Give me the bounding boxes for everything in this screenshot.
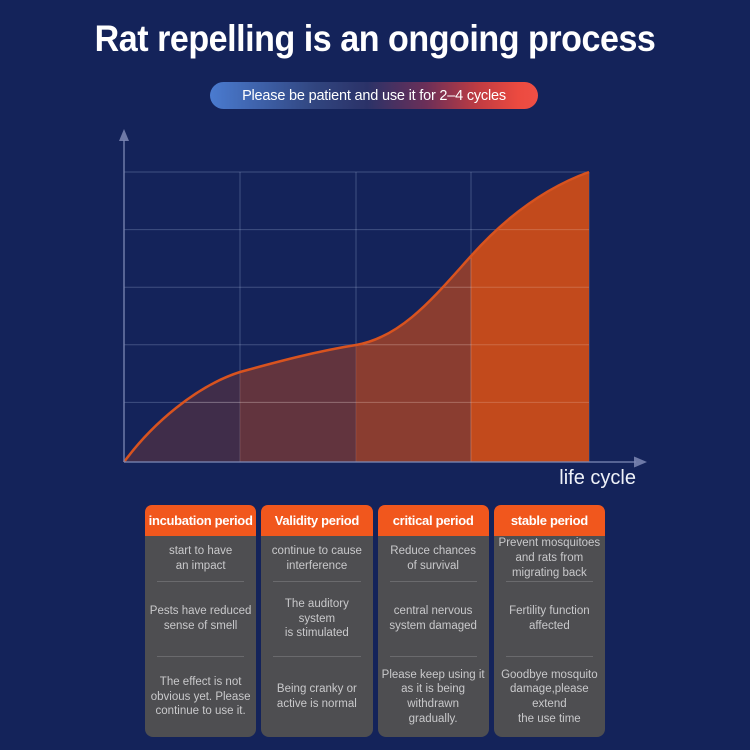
period-cell: continue to cause interference xyxy=(271,544,362,572)
cell-divider xyxy=(273,581,361,582)
period-cell: The auditory system is stimulated xyxy=(284,597,349,640)
period-cell: Fertility function affected xyxy=(509,605,590,632)
period-column-incubation: incubation period start to have an impac… xyxy=(145,505,257,737)
period-cell: Please keep using it as it is being with… xyxy=(381,668,485,725)
period-body: Prevent mosquitoes and rats from migrati… xyxy=(493,536,605,737)
period-column-stable: stable period Prevent mosquitoes and rat… xyxy=(493,505,605,737)
cell-divider xyxy=(389,581,477,582)
period-cell: Goodbye mosquito damage,please extend th… xyxy=(501,668,598,725)
x-axis-label: life cycle xyxy=(559,467,636,489)
period-cell: The effect is not obvious yet. Please co… xyxy=(150,675,251,718)
period-cell: Pests have reduced sense of smell xyxy=(149,605,252,632)
period-cell: start to have an impact xyxy=(168,544,233,572)
y-axis-arrow-icon xyxy=(119,129,129,141)
patience-badge-label: Please be patient and use it for 2–4 cyc… xyxy=(242,87,506,104)
cell-divider xyxy=(505,656,593,657)
x-axis-arrow-icon xyxy=(634,456,647,468)
chart-axes xyxy=(123,140,636,463)
period-cell: Reduce chances of survival xyxy=(390,544,476,572)
period-header: incubation period xyxy=(145,505,257,536)
period-table: incubation period start to have an impac… xyxy=(145,505,605,737)
period-cell: Being cranky or active is normal xyxy=(276,683,357,710)
period-column-validity: Validity period continue to cause interf… xyxy=(261,505,373,737)
period-cell: central nervous system damaged xyxy=(389,605,477,632)
life-cycle-chart: life cycle xyxy=(119,129,647,489)
cell-divider xyxy=(273,656,361,657)
period-body: start to have an impact Pests have reduc… xyxy=(145,536,257,737)
page-title: Rat repelling is an ongoing process xyxy=(94,18,656,59)
cell-divider xyxy=(389,656,477,657)
period-cell: Prevent mosquitoes and rats from migrati… xyxy=(498,537,601,579)
patience-badge: Please be patient and use it for 2–4 cyc… xyxy=(210,82,538,109)
period-body: continue to cause interference The audit… xyxy=(261,536,373,737)
period-column-critical: critical period Reduce chances of surviv… xyxy=(377,505,489,737)
period-header: critical period xyxy=(377,505,489,536)
period-header: stable period xyxy=(493,505,605,536)
s-curve-line xyxy=(122,170,590,463)
period-header: Validity period xyxy=(261,505,373,536)
cell-divider xyxy=(157,581,245,582)
period-body: Reduce chances of survival central nervo… xyxy=(377,536,489,737)
cell-divider xyxy=(505,581,593,582)
cell-divider xyxy=(157,656,245,657)
